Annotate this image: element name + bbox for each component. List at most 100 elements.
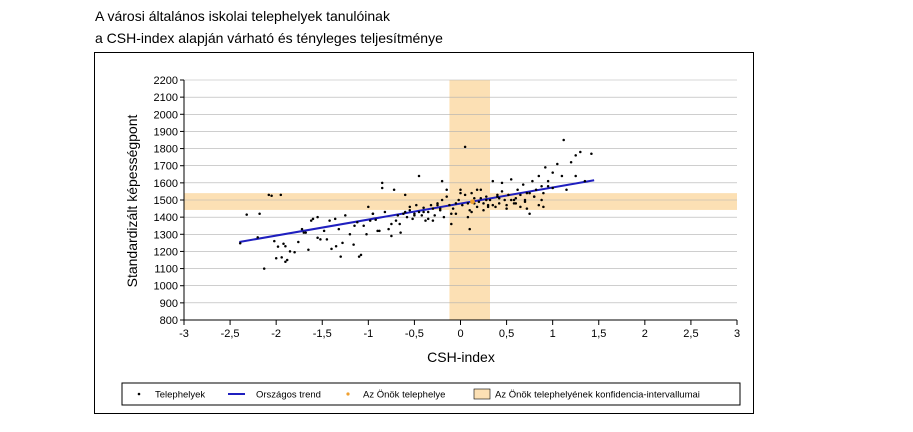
scatter-point [341, 241, 344, 245]
scatter-point [505, 207, 508, 210]
x-axis-label: CSH-index [427, 349, 495, 365]
scatter-point [500, 190, 504, 193]
scatter-point [420, 214, 424, 217]
scatter-point [459, 188, 462, 191]
scatter-point [274, 257, 278, 260]
scatter-point [282, 242, 285, 245]
scatter-point [426, 210, 430, 214]
confidence-band-horizontal [184, 193, 737, 210]
scatter-point [352, 243, 355, 246]
scatter-point [415, 203, 418, 207]
scatter-point [551, 186, 554, 190]
scatter-point [396, 214, 400, 217]
scatter-point [328, 219, 331, 222]
scatter-point [512, 202, 516, 205]
scatter-point [304, 231, 307, 234]
scatter-point [450, 212, 453, 215]
scatter-point [519, 193, 522, 197]
scatter-point [516, 188, 519, 191]
scatter-point [546, 185, 550, 188]
scatter-point [392, 188, 396, 191]
scatter-point [293, 251, 296, 254]
y-tick-label: 1700 [154, 161, 178, 173]
y-axis-label: Standardizált képességpont [124, 115, 140, 288]
scatter-point [383, 210, 387, 214]
scatter-point [408, 209, 412, 212]
scatter-point [562, 138, 565, 142]
legend-marker-confidence [473, 388, 491, 400]
scatter-point [436, 203, 439, 207]
scatter-point [463, 193, 467, 197]
scatter-point [445, 188, 448, 191]
chart-title-line-2: a CSH-index alapján várható és tényleges… [95, 30, 443, 46]
scatter-point [316, 215, 319, 219]
scatter-point [468, 227, 471, 231]
scatter-point [402, 212, 405, 215]
scatter-point [309, 219, 313, 222]
scatter-point [531, 179, 534, 183]
scatter-point [574, 174, 577, 178]
scatter-point [507, 193, 510, 197]
scatter-point [353, 224, 356, 227]
scatter-point [544, 166, 547, 169]
scatter-point [359, 253, 363, 257]
scatter-point [413, 212, 416, 215]
x-tick-label: 2,5 [683, 328, 698, 340]
scatter-point [475, 188, 479, 191]
scatter-point [284, 260, 287, 263]
scatter-point [540, 198, 543, 202]
scatter-point [398, 222, 401, 226]
scatter-point [451, 207, 455, 210]
scatter-point [333, 217, 337, 221]
scatter-point [438, 207, 442, 210]
scatter-point [486, 203, 490, 207]
scatter-point [339, 255, 342, 258]
y-tick-label: 1200 [154, 246, 178, 258]
x-tick-label: -2 [271, 328, 281, 340]
scatter-point [330, 247, 333, 251]
scatter-point [463, 145, 467, 149]
scatter-point [368, 219, 372, 222]
scatter-point [429, 203, 433, 207]
scatter-point [466, 215, 470, 219]
scatter-point [322, 229, 326, 233]
scatter-point [551, 171, 554, 174]
x-tick-label: 0,5 [499, 328, 514, 340]
scatter-point [378, 229, 381, 233]
scatter-point [454, 202, 458, 205]
chart-title-line-1: A városi általános iskolai telephelyek t… [95, 8, 390, 24]
scatter-chart: 800 900 1000 1100 1200 1300 1400 1500 1600 1700 18… [121, 75, 741, 406]
scatter-point [491, 179, 495, 183]
scatter-point [422, 206, 425, 209]
scatter-point [519, 205, 522, 209]
scatter-point [440, 179, 444, 183]
scatter-point [537, 203, 541, 207]
scatter-point [560, 174, 564, 178]
scatter-point [503, 198, 506, 202]
x-tick-label: -2,5 [221, 328, 240, 340]
scatter-point [528, 212, 531, 215]
y-tick-label: 900 [160, 298, 178, 310]
y-tick-label: 1500 [154, 195, 178, 207]
scatter-point [270, 194, 273, 197]
scatter-point [334, 245, 338, 248]
scatter-point [276, 245, 280, 248]
scatter-point [311, 217, 315, 221]
scatter-point [325, 238, 329, 241]
scatter-point [514, 197, 518, 200]
scatter-point [450, 222, 453, 226]
scatter-point [534, 188, 538, 191]
scatter-point [337, 227, 341, 231]
scatter-point [497, 197, 501, 200]
chart-frame: 800 900 1000 1100 1200 1300 1400 1500 1600 1700 18… [94, 52, 754, 414]
scatter-point [288, 250, 292, 253]
scatter-point [505, 203, 508, 207]
scatter-point [457, 198, 460, 202]
scatter-point [542, 191, 545, 195]
scatter-point [394, 219, 398, 222]
x-tick-label: 2 [642, 328, 648, 340]
scatter-point [426, 217, 430, 221]
scatter-point [461, 203, 464, 207]
scatter-point [523, 200, 527, 203]
scatter-point [470, 191, 473, 195]
